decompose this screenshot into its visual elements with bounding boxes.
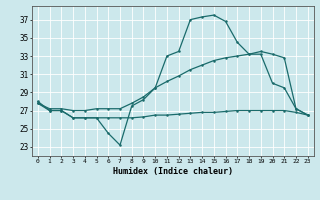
X-axis label: Humidex (Indice chaleur): Humidex (Indice chaleur) (113, 167, 233, 176)
